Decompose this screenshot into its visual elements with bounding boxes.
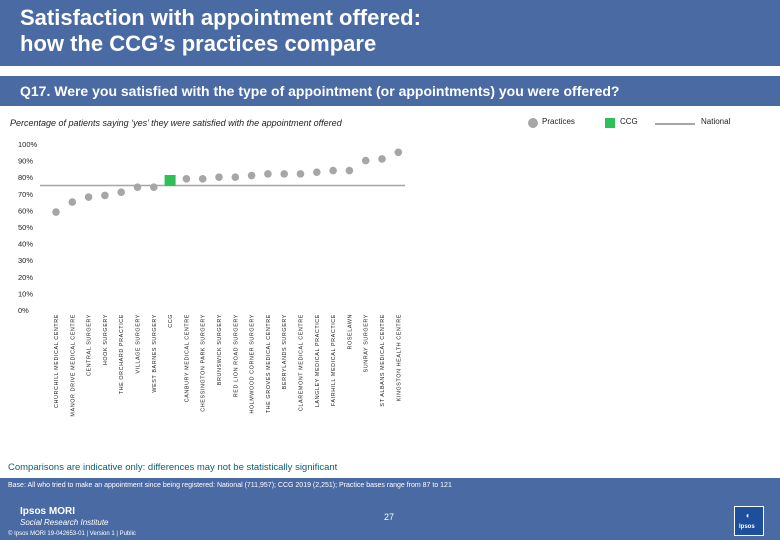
practice-point xyxy=(345,166,354,175)
practice-point xyxy=(313,168,321,177)
practice-point xyxy=(378,155,386,163)
y-tick-label: 0% xyxy=(18,306,29,315)
x-category-label: CHESSINGTON PARK SURGERY xyxy=(201,314,207,412)
legend-national-line xyxy=(655,123,695,125)
practice-point xyxy=(394,148,403,157)
x-category-label: THE ORCHARD PRACTICE xyxy=(119,314,125,394)
x-category-label: THE GROVES MEDICAL CENTRE xyxy=(266,314,272,413)
practice-point xyxy=(68,198,77,206)
y-tick-label: 10% xyxy=(18,289,33,298)
y-tick-label: 60% xyxy=(18,206,33,215)
y-tick-label: 50% xyxy=(18,223,33,232)
y-tick-label: 80% xyxy=(18,173,33,182)
copyright: © Ipsos MORI 19-042653-01 | Version 1 | … xyxy=(8,531,136,537)
legend-practices-label: Practices xyxy=(542,117,575,126)
x-category-label: KINGSTON HEALTH CENTRE xyxy=(396,314,402,401)
x-category-label: CHURCHILL MEDICAL CENTRE xyxy=(54,314,60,408)
question-text: Q17. Were you satisfied with the type of… xyxy=(20,83,620,99)
title-bar: Satisfaction with appointment offered: h… xyxy=(0,0,780,66)
ccg-point xyxy=(164,175,176,187)
chart-subtitle: Percentage of patients saying ‘yes’ they… xyxy=(10,118,342,128)
y-tick-label: 70% xyxy=(18,190,33,199)
x-category-label: ST ALBANS MEDICAL CENTRE xyxy=(380,314,386,407)
practice-point xyxy=(117,188,125,196)
title-line-2: how the CCG’s practices compare xyxy=(20,31,377,56)
brand-name: Ipsos MORI xyxy=(20,506,76,517)
practice-point xyxy=(215,173,223,181)
y-tick-label: 100% xyxy=(18,140,38,149)
y-tick-label: 20% xyxy=(18,273,33,282)
practice-point xyxy=(247,171,256,180)
question-bar: Q17. Were you satisfied with the type of… xyxy=(0,76,780,106)
practice-point xyxy=(280,170,289,178)
x-category-label: FAIRHILL MEDICAL PRACTICE xyxy=(331,314,337,406)
x-category-label: ROSELAWN xyxy=(347,314,353,349)
practice-point xyxy=(264,170,272,178)
practice-point xyxy=(133,183,142,191)
page-title: Satisfaction with appointment offered: h… xyxy=(20,5,421,57)
brand-subtitle: Social Research Institute xyxy=(20,518,109,527)
chart: 0% 10% 20% 30% 40% 50% 60% 70% 80% 90% 100% CHURCHI… xyxy=(18,140,405,417)
page-number: 27 xyxy=(384,512,395,522)
practice-point xyxy=(296,170,305,178)
practice-point xyxy=(52,208,60,216)
practice-point xyxy=(361,156,370,165)
legend-ccg-label: CCG xyxy=(620,117,638,126)
y-tick-label: 30% xyxy=(18,256,33,265)
practice-point xyxy=(84,193,93,201)
base-text: Base: All who tried to make an appointme… xyxy=(8,482,452,489)
x-category-label: CCG xyxy=(168,314,174,328)
x-category-label: LANGLEY MEDICAL PRACTICE xyxy=(315,314,321,407)
y-tick-label: 90% xyxy=(18,157,33,166)
practice-point xyxy=(198,175,207,183)
x-category-label: SUNRAY SURGERY xyxy=(364,314,370,372)
legend-national-label: National xyxy=(701,117,731,126)
title-line-1: Satisfaction with appointment offered: xyxy=(20,5,421,30)
practice-point xyxy=(150,183,158,191)
x-category-label: BERRYLANDS SURGERY xyxy=(282,314,288,389)
comparison-note: Comparisons are indicative only: differe… xyxy=(8,462,338,473)
logo-text: Ipsos xyxy=(739,524,755,530)
x-category-label: CANBURY MEDICAL CENTRE xyxy=(184,314,190,402)
practice-point xyxy=(329,166,337,175)
x-category-label: CENTRAL SURGERY xyxy=(87,314,93,376)
practice-point xyxy=(231,173,240,181)
logo-mark-icon: ◖ xyxy=(745,511,750,520)
x-category-label: WEST BARNES SURGERY xyxy=(152,314,158,393)
footer: Base: All who tried to make an appointme… xyxy=(0,478,780,540)
practice-point xyxy=(101,191,109,200)
ipsos-logo: ◖ Ipsos xyxy=(734,506,764,536)
x-category-label: HOLMWOOD CORNER SURGERY xyxy=(250,314,256,414)
x-category-label: CLAREMONT MEDICAL CENTRE xyxy=(299,314,305,411)
y-tick-label: 40% xyxy=(18,240,33,249)
practice-point xyxy=(182,175,191,183)
x-category-label: BRUNSWICK SURGERY xyxy=(217,314,223,385)
x-category-label: MANOR DRIVE MEDICAL CENTRE xyxy=(70,314,76,417)
legend-ccg-marker xyxy=(605,118,615,128)
x-category-label: VILLAGE SURGERY xyxy=(136,314,142,374)
x-category-label: HOOK SURGERY xyxy=(103,314,109,365)
legend-practices-marker xyxy=(528,118,538,128)
x-category-label: RED LION ROAD SURGERY xyxy=(233,314,239,397)
